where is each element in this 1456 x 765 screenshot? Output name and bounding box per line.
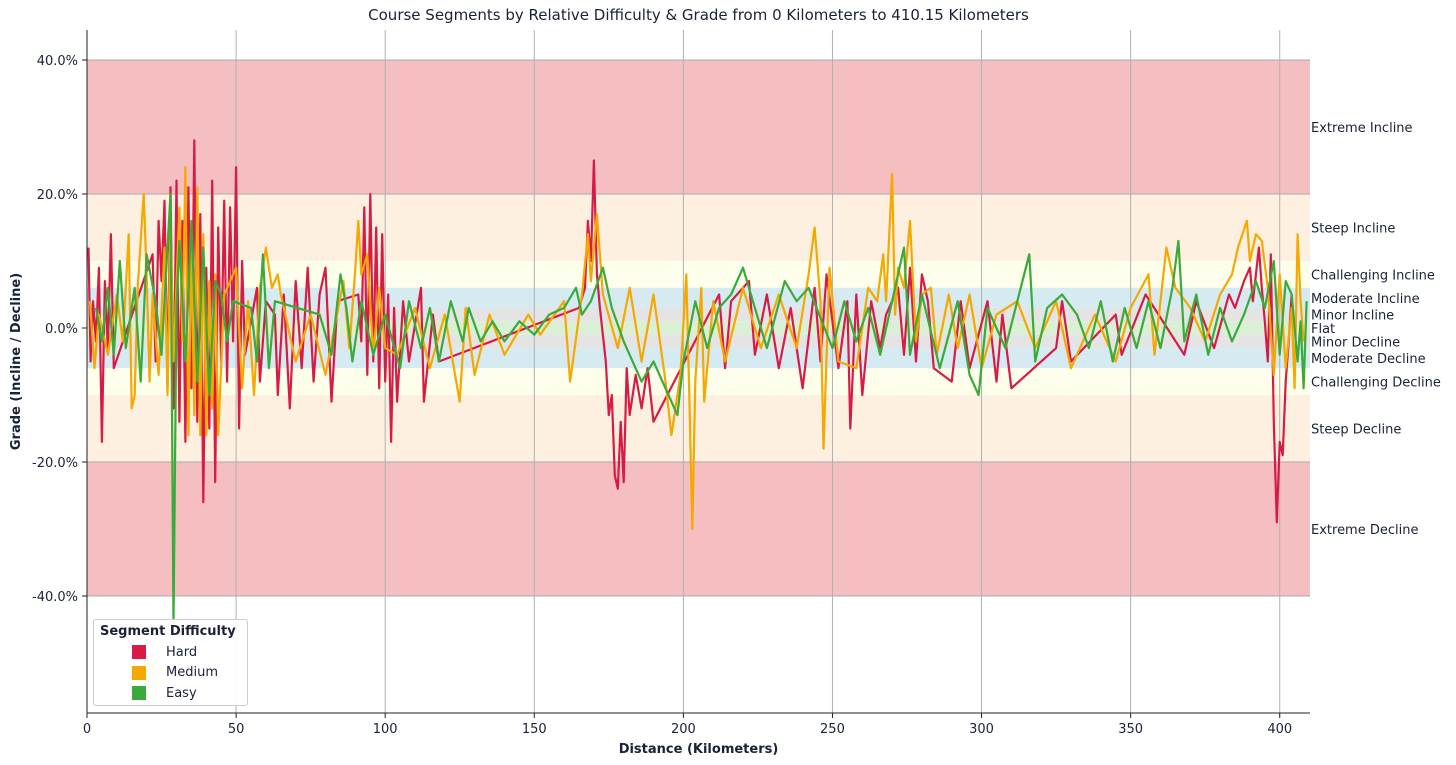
x-tick-label: 300 [969, 722, 994, 737]
legend-label: Easy [166, 685, 197, 701]
legend-item-medium: Medium [100, 663, 241, 684]
series-line-easy [94, 192, 1308, 624]
band-label: Extreme Incline [1311, 121, 1413, 136]
y-axis-label: Grade (Incline / Decline) [9, 273, 24, 450]
y-tick-label: 0.0% [45, 322, 78, 337]
band-label: Steep Decline [1311, 423, 1401, 438]
band-steep-decline [87, 395, 1310, 462]
legend-item-easy: Easy [100, 683, 241, 704]
band-label: Minor Decline [1311, 335, 1400, 350]
y-tick-label: 40.0% [37, 54, 78, 69]
band-label: Minor Incline [1311, 309, 1394, 324]
series-layer [87, 139, 1308, 624]
x-tick-label: 250 [820, 722, 845, 737]
y-tick-label: 20.0% [37, 188, 78, 203]
x-tick-label: 0 [83, 722, 91, 737]
band-label: Moderate Incline [1311, 292, 1420, 307]
band-label: Steep Incline [1311, 222, 1395, 237]
legend-label: Medium [166, 665, 218, 681]
legend-swatch [132, 686, 146, 701]
x-axis-label: Distance (Kilometers) [619, 742, 779, 757]
legend-label: Hard [166, 644, 198, 660]
band-label: Flat [1311, 322, 1335, 337]
x-tick-label: 200 [671, 722, 696, 737]
legend-swatch [132, 645, 146, 660]
band-extreme-incline [87, 60, 1310, 194]
axes-layer [82, 30, 1310, 718]
band-moderate-incline [87, 287, 1310, 308]
band-label: Moderate Decline [1311, 352, 1426, 367]
band-challenging-incline [87, 261, 1310, 288]
x-tick-label: 100 [373, 722, 398, 737]
legend-item-hard: Hard [100, 642, 241, 663]
y-tick-label: -40.0% [32, 590, 78, 605]
band-label: Challenging Decline [1311, 376, 1441, 391]
x-tick-label: 350 [1118, 722, 1143, 737]
legend-swatch [132, 665, 146, 680]
x-tick-label: 400 [1267, 722, 1292, 737]
band-extreme-decline [87, 462, 1310, 596]
band-challenging-decline [87, 368, 1310, 395]
band-label: Challenging Incline [1311, 268, 1435, 283]
x-tick-label: 50 [228, 722, 245, 737]
chart-title: Course Segments by Relative Difficulty &… [368, 6, 1029, 24]
legend: Segment Difficulty Hard Medium Easy [93, 619, 248, 706]
band-steep-incline [87, 194, 1310, 261]
band-label: Extreme Decline [1311, 523, 1418, 538]
legend-title: Segment Difficulty [100, 624, 236, 639]
labels-layer: 0 50 100 150 200 250 300 350 400 40.0% 20.0% 0.0% -2… [9, 54, 1441, 757]
x-tick-label: 150 [522, 722, 547, 737]
series-line-hard [87, 139, 1293, 524]
y-tick-label: -20.0% [32, 456, 78, 471]
